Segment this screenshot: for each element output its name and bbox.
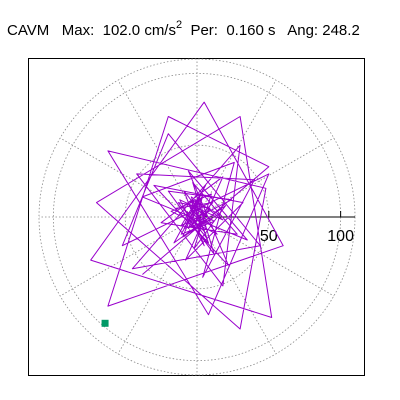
max-prefix: Max: [61, 22, 95, 39]
chart-header: CAVM Max: 102.0 cm/s2 Per: 0.160 s Ang: … [7, 19, 360, 38]
acceleration-trace [90, 101, 284, 330]
grid-spoke-120 [117, 79, 198, 218]
max-value: 102.0 cm/s [102, 22, 176, 39]
grid-spoke-150 [59, 137, 198, 218]
radial-tick-label-50: 50 [260, 228, 278, 245]
max-marker [101, 319, 109, 327]
ang-value: 248.2 [322, 22, 360, 39]
ang-prefix: Ang: [287, 22, 319, 39]
plot-frame [28, 58, 365, 376]
per-prefix: Per: [190, 22, 218, 39]
max-unit-exponent: 2 [175, 19, 183, 31]
grid-spoke-210 [59, 216, 198, 297]
chart-label: CAVM [7, 22, 50, 39]
radial-tick-label-100: 100 [327, 228, 354, 245]
per-value: 0.160 s [226, 22, 276, 39]
